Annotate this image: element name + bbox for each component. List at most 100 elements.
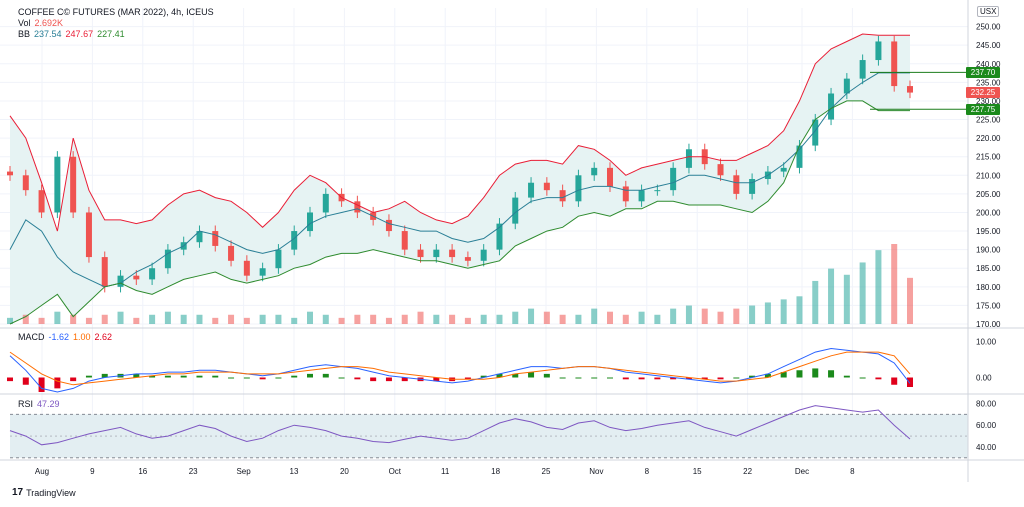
volume-bar	[607, 311, 613, 324]
volume-bar	[449, 314, 456, 324]
macd-histogram-bar	[859, 377, 866, 379]
macd-histogram-bar	[101, 373, 108, 378]
macd-histogram-bar	[764, 373, 771, 378]
bb-basis-line	[9, 72, 910, 288]
candle-body	[228, 245, 235, 261]
price-tick-label: 235.00	[976, 78, 1001, 87]
macd-axis[interactable]: 10.00 0.00	[976, 337, 997, 382]
volume-bar	[354, 314, 361, 324]
macd-histogram-bar	[433, 377, 440, 382]
volume-legend[interactable]: Vol 2.692K	[18, 17, 67, 29]
volume-bar	[907, 277, 913, 324]
volume-bar	[622, 314, 629, 324]
candle-body	[480, 249, 487, 261]
currency-button[interactable]: USX	[977, 6, 1000, 17]
volume-bar	[22, 314, 29, 324]
time-tick-label: Nov	[589, 467, 603, 476]
candle-body	[638, 190, 645, 202]
price-tick-label: 185.00	[976, 264, 1001, 273]
macd-histogram-bar	[212, 375, 219, 378]
time-tick-label: 11	[441, 467, 450, 476]
macd-histogram-bar	[22, 377, 29, 385]
candle-body	[685, 149, 692, 168]
candle-body	[907, 86, 913, 93]
macd-histogram-bar	[480, 375, 487, 378]
price-tick-label: 250.00	[976, 23, 1001, 32]
macd-histogram-bar	[291, 375, 298, 378]
price-axis[interactable]: 250.00 245.00 240.00 235.00 230.00 225.00 220.…	[976, 23, 1001, 329]
bb-legend[interactable]: BB 237.54 247.67 227.41	[18, 28, 129, 40]
bb-label: BB	[18, 29, 31, 39]
volume-bar	[891, 244, 898, 324]
volume-bar	[259, 314, 266, 324]
volume-bar	[38, 317, 45, 324]
candle-body	[433, 249, 440, 258]
macd-histogram-bar	[196, 375, 203, 378]
macd-histogram-bar	[733, 377, 740, 379]
macd-histogram-bar	[875, 377, 882, 380]
volume-label: Vol	[18, 18, 31, 28]
volume-bar	[749, 305, 756, 324]
volume-bar	[180, 314, 187, 324]
time-tick-label: Aug	[35, 467, 49, 476]
upper-line-price-tag: 237.70	[966, 66, 1000, 78]
candle-body	[796, 145, 803, 168]
candle-body	[164, 249, 171, 269]
candle-body	[464, 257, 471, 261]
tradingview-name: TradingView	[26, 487, 76, 498]
volume-bar	[101, 314, 108, 324]
time-tick-label: 23	[189, 467, 198, 476]
candle-body	[322, 193, 329, 213]
candle-body	[385, 219, 392, 232]
rsi-legend[interactable]: RSI 47.29	[18, 398, 64, 410]
volume-bar	[338, 317, 345, 324]
volume-bar	[54, 311, 61, 324]
volume-bar	[701, 308, 708, 324]
volume-bar	[843, 274, 850, 324]
volume-bar	[796, 296, 803, 324]
last-price-tag: 232.25	[966, 87, 1000, 99]
candle-body	[54, 156, 61, 213]
macd-legend[interactable]: MACD -1.62 1.00 2.62	[18, 331, 116, 343]
tradingview-branding[interactable]: 17 TradingView	[12, 487, 76, 498]
time-axis[interactable]: Aug 9 16 23 Sep 13 20 Oct 11 18 25 Nov 8 15 22 Dec 8	[35, 467, 855, 476]
volume-bar	[164, 311, 171, 324]
bb-lower-value: 227.41	[97, 29, 125, 39]
macd-histogram-bar	[701, 377, 708, 380]
candle-body	[512, 197, 519, 224]
price-tick-label: 190.00	[976, 246, 1001, 255]
time-tick-label: Sep	[236, 467, 251, 476]
macd-histogram-bar	[7, 377, 13, 382]
bb-upper-value: 247.67	[65, 29, 94, 39]
volume-bar	[543, 311, 550, 324]
macd-histogram-bar	[575, 377, 582, 379]
candle-body	[575, 175, 582, 202]
candle-body	[7, 171, 13, 176]
symbol-legend[interactable]: COFFEE C© FUTURES (MAR 2022), 4h, ICEUS	[18, 6, 218, 18]
macd-histogram-bar	[543, 373, 550, 378]
candle-body	[496, 223, 503, 250]
price-tick-label: 200.00	[976, 208, 1001, 217]
macd-histogram-bar	[464, 377, 471, 380]
volume-bar	[828, 268, 835, 324]
candle-body	[417, 249, 424, 258]
price-tick-label: 175.00	[976, 301, 1001, 310]
macd-histogram-bar	[812, 368, 819, 378]
candle-body	[307, 212, 313, 232]
time-tick-label: 18	[491, 467, 500, 476]
rsi-band-background	[10, 414, 968, 458]
time-tick-label: 25	[542, 467, 551, 476]
candle-body	[875, 41, 882, 61]
bb-upper-line	[9, 33, 910, 232]
volume-bar	[764, 302, 771, 324]
symbol-title[interactable]: COFFEE C© FUTURES (MAR 2022), 4h, ICEUS	[18, 7, 214, 17]
macd-value: -1.62	[48, 332, 70, 342]
candle-body	[243, 260, 250, 276]
rsi-axis[interactable]: 80.00 60.00 40.00	[976, 399, 997, 452]
volume-bar	[433, 314, 440, 324]
macd-histogram-bar	[149, 375, 156, 378]
macd-histogram-bar	[528, 372, 535, 378]
macd-histogram-bar	[354, 377, 361, 380]
rsi-label: RSI	[18, 399, 34, 409]
